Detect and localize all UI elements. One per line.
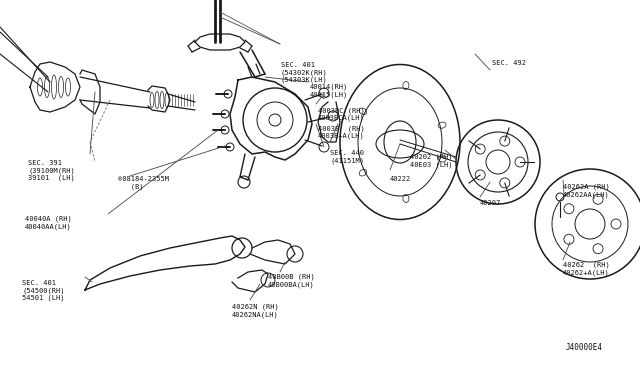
Text: SEC. 440
(41151M): SEC. 440 (41151M) <box>330 150 364 164</box>
Text: 40040A (RH)
40040AA(LH): 40040A (RH) 40040AA(LH) <box>25 216 72 230</box>
Text: 40014(RH)
40015(LH): 40014(RH) 40015(LH) <box>310 84 348 98</box>
Text: 40B00B (RH)
40B00BA(LH): 40B00B (RH) 40B00BA(LH) <box>268 274 315 288</box>
Text: 40202 (RH)
40E03 (LH): 40202 (RH) 40E03 (LH) <box>410 154 452 168</box>
Text: 40207: 40207 <box>480 200 501 206</box>
Text: 4003B  (RH)
4003B+A(LH): 4003B (RH) 4003B+A(LH) <box>318 125 365 139</box>
Text: J40000E4: J40000E4 <box>566 343 603 352</box>
Text: SEC. 401
(54302K(RH)
(54303K(LH): SEC. 401 (54302K(RH) (54303K(LH) <box>281 62 328 83</box>
Text: 40262N (RH)
40262NA(LH): 40262N (RH) 40262NA(LH) <box>232 304 279 318</box>
Text: 4003BC (RH)
4003BCA(LH): 4003BC (RH) 4003BCA(LH) <box>318 107 365 121</box>
Text: SEC. 391
(39100M(RH)
39101  (LH): SEC. 391 (39100M(RH) 39101 (LH) <box>28 160 75 181</box>
Text: SEC. 401
(54500(RH)
54501 (LH): SEC. 401 (54500(RH) 54501 (LH) <box>22 280 65 301</box>
Text: 40222: 40222 <box>390 176 412 182</box>
Text: SEC. 492: SEC. 492 <box>492 60 526 66</box>
Text: 40262  (RH)
40262+A(LH): 40262 (RH) 40262+A(LH) <box>563 262 610 276</box>
Text: 40262A (RH)
40262AA(LH): 40262A (RH) 40262AA(LH) <box>563 184 610 198</box>
Text: ®08184-2355M
   (B): ®08184-2355M (B) <box>118 176 169 189</box>
